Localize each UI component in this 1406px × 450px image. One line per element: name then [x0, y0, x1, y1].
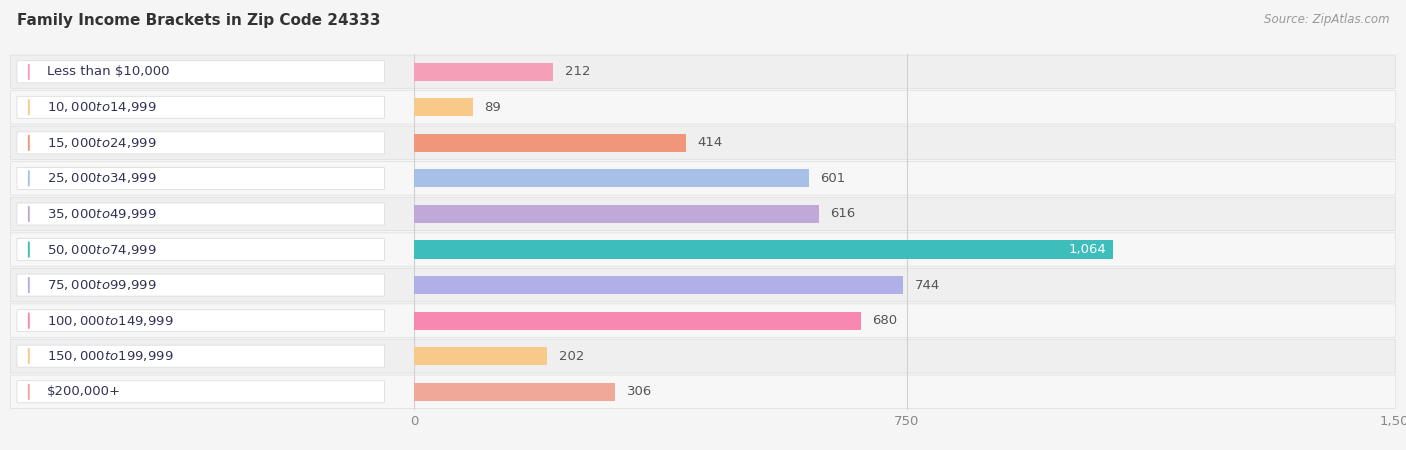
Bar [415, 205, 818, 223]
Text: $100,000 to $149,999: $100,000 to $149,999 [46, 314, 173, 328]
Text: $150,000 to $199,999: $150,000 to $199,999 [46, 349, 173, 363]
Text: $25,000 to $34,999: $25,000 to $34,999 [46, 171, 156, 185]
Text: 89: 89 [484, 101, 501, 114]
Text: $50,000 to $74,999: $50,000 to $74,999 [46, 243, 156, 256]
FancyBboxPatch shape [17, 203, 385, 225]
Text: 616: 616 [831, 207, 856, 220]
Text: $35,000 to $49,999: $35,000 to $49,999 [46, 207, 156, 221]
Bar [415, 347, 547, 365]
Text: 414: 414 [697, 136, 723, 149]
FancyBboxPatch shape [10, 90, 1396, 124]
Text: Less than $10,000: Less than $10,000 [46, 65, 170, 78]
Text: $200,000+: $200,000+ [46, 385, 121, 398]
Text: 306: 306 [627, 385, 652, 398]
Text: $10,000 to $14,999: $10,000 to $14,999 [46, 100, 156, 114]
FancyBboxPatch shape [17, 310, 385, 332]
Bar [415, 134, 686, 152]
FancyBboxPatch shape [10, 233, 1396, 266]
Text: 1,064: 1,064 [1069, 243, 1107, 256]
FancyBboxPatch shape [10, 197, 1396, 231]
FancyBboxPatch shape [17, 132, 385, 154]
FancyBboxPatch shape [10, 304, 1396, 338]
Text: $75,000 to $99,999: $75,000 to $99,999 [46, 278, 156, 292]
Bar [415, 382, 614, 401]
FancyBboxPatch shape [17, 61, 385, 83]
Text: 680: 680 [872, 314, 897, 327]
Text: 202: 202 [558, 350, 583, 363]
FancyBboxPatch shape [10, 268, 1396, 302]
FancyBboxPatch shape [10, 126, 1396, 160]
FancyBboxPatch shape [17, 345, 385, 367]
Text: Family Income Brackets in Zip Code 24333: Family Income Brackets in Zip Code 24333 [17, 14, 381, 28]
FancyBboxPatch shape [10, 375, 1396, 409]
FancyBboxPatch shape [10, 339, 1396, 373]
Text: 744: 744 [914, 279, 939, 292]
FancyBboxPatch shape [17, 167, 385, 189]
Bar [415, 63, 554, 81]
Bar [415, 240, 1112, 259]
FancyBboxPatch shape [17, 381, 385, 403]
Bar [415, 169, 808, 188]
Bar [415, 311, 860, 330]
FancyBboxPatch shape [17, 274, 385, 296]
Text: Source: ZipAtlas.com: Source: ZipAtlas.com [1264, 14, 1389, 27]
Bar [415, 276, 903, 294]
FancyBboxPatch shape [10, 55, 1396, 89]
FancyBboxPatch shape [17, 238, 385, 261]
FancyBboxPatch shape [10, 162, 1396, 195]
Text: $15,000 to $24,999: $15,000 to $24,999 [46, 136, 156, 150]
FancyBboxPatch shape [17, 96, 385, 118]
Bar [415, 98, 472, 117]
Text: 212: 212 [565, 65, 591, 78]
Text: 601: 601 [821, 172, 846, 185]
